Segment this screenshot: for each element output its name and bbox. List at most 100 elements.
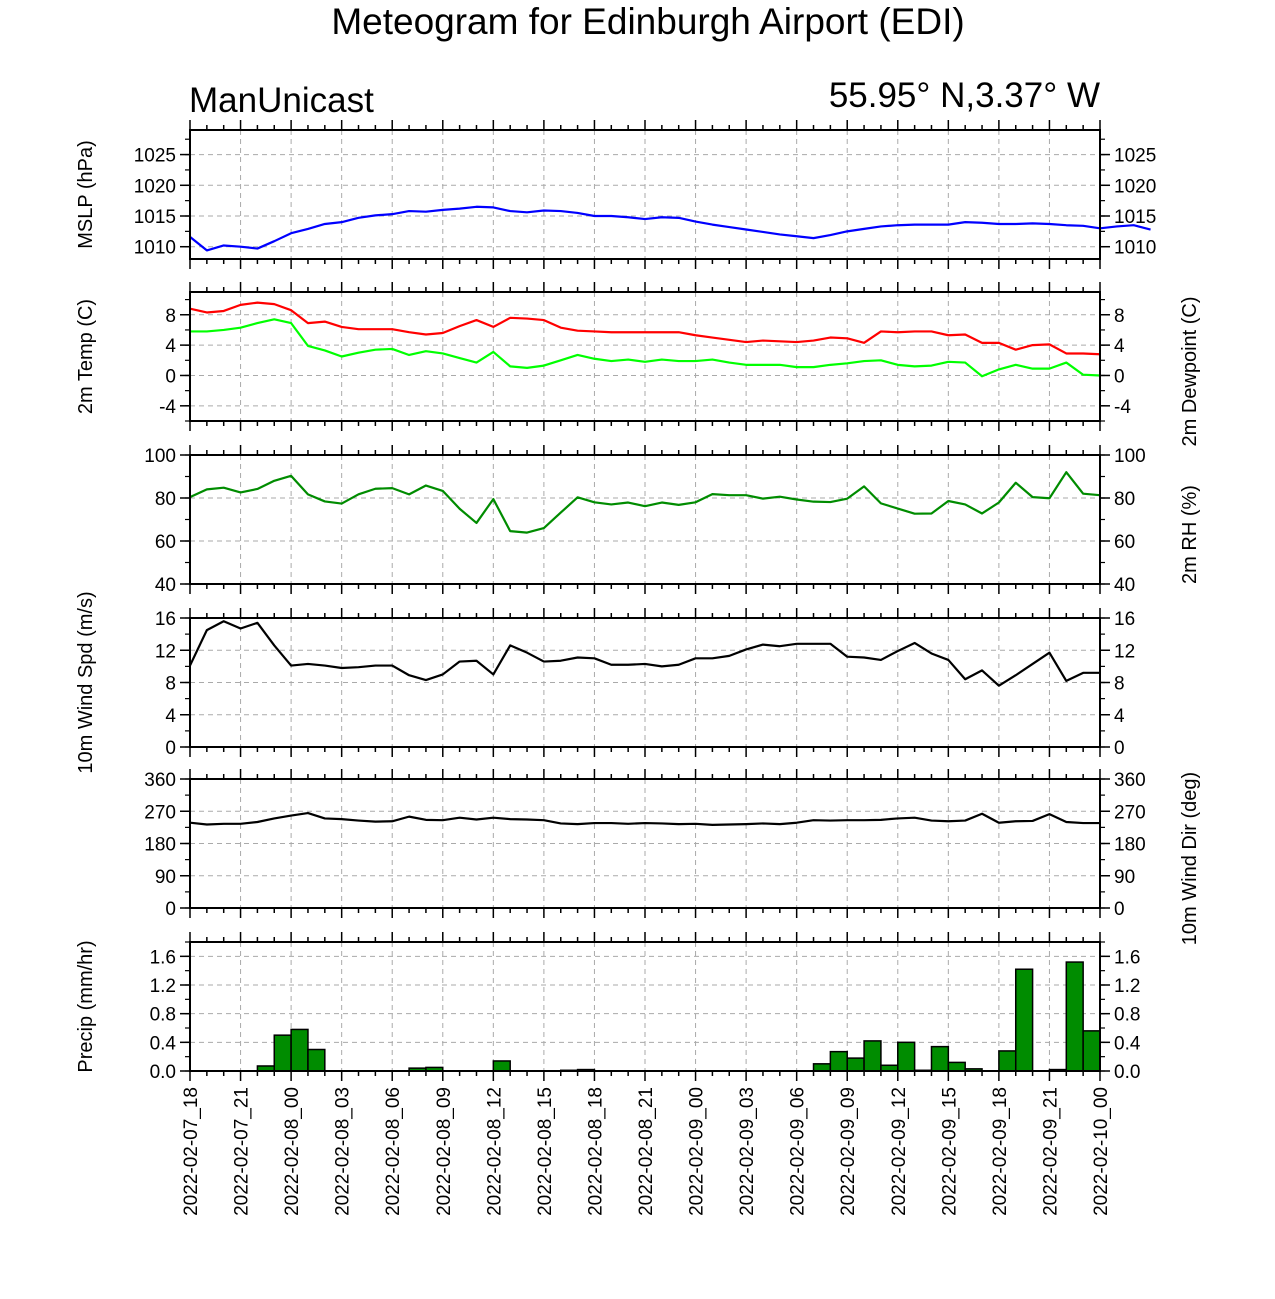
precip-bar	[1082, 1030, 1101, 1072]
temp-dewpoint-right-ytick-label: 4	[1114, 336, 1125, 357]
time-tick-label: 2022-02-07_18	[181, 1087, 202, 1216]
precip-bar	[1014, 968, 1034, 1072]
mslp-right-ytick-label: 1025	[1114, 146, 1156, 167]
precip-bar	[1065, 961, 1084, 1072]
wind-direction-left-ytick-label: 360	[144, 770, 176, 791]
mslp-left-axis-title: MSLP (hPa)	[75, 140, 97, 249]
wind-direction-right-ytick-label: 270	[1114, 802, 1146, 823]
time-tick-label: 2022-02-09_18	[990, 1087, 1011, 1216]
precip-left-ytick-label: 0.0	[150, 1062, 176, 1083]
rh-right-ytick-label: 80	[1114, 489, 1135, 510]
mslp-right-ytick-label: 1015	[1114, 207, 1156, 228]
precip-bar	[307, 1048, 326, 1072]
wind-speed-left-ytick-label: 12	[155, 641, 176, 662]
time-axis: 2022-02-07_18 2022-02-07_21 2022-02-08_00 2…	[181, 1087, 1112, 1216]
precip-right-ytick-label: 1.2	[1114, 976, 1140, 997]
wind-speed-right-ytick-label: 8	[1114, 674, 1125, 695]
temp-dewpoint-left-ytick-label: -4	[159, 397, 176, 418]
rh-series-line-rh	[189, 471, 1101, 534]
time-tick-label: 2022-02-10_00	[1091, 1087, 1112, 1216]
panels: 1010 1010 1015 1015 1020 1020 1025 1025 MSLP (hP…	[75, 120, 1201, 1083]
wind-speed-right-ytick-label: 4	[1114, 706, 1125, 727]
precip-left-ytick-label: 0.8	[150, 1005, 176, 1026]
time-tick-label: 2022-02-09_15	[939, 1087, 960, 1216]
temp-dewpoint-panel: -4 -4 0 0 4 4 8 8 2m Temp (C) 2m Dewpoint (C)	[75, 282, 1201, 447]
wind-direction-left-ytick-label: 270	[144, 802, 176, 823]
rh-right-ytick-label: 60	[1114, 532, 1135, 553]
wind-direction-left-ytick-label: 90	[155, 867, 176, 888]
wind-direction-panel: 0 0 90 90 180 180 270 270 360 360 10m Wind Dir (de…	[144, 769, 1201, 945]
wind-direction-right-ytick-label: 90	[1114, 867, 1135, 888]
time-tick-label: 2022-02-09_09	[838, 1087, 859, 1216]
time-tick-label: 2022-02-08_09	[434, 1087, 455, 1216]
mslp-left-ytick-label: 1020	[134, 176, 176, 197]
precip-right-ytick-label: 0.8	[1114, 1005, 1140, 1026]
model-label: ManUnicast	[189, 81, 374, 120]
temp-dewpoint-series-line-dewpoint	[190, 318, 1101, 378]
mslp-left-ytick-label: 1015	[134, 207, 176, 228]
precip-left-axis-title: Precip (mm/hr)	[75, 940, 97, 1072]
wind-speed-right-ytick-label: 16	[1114, 609, 1135, 630]
temp-dewpoint-left-axis-title: 2m Temp (C)	[75, 299, 97, 414]
precip-bar	[863, 1040, 882, 1072]
mslp-left-ytick-label: 1025	[134, 146, 176, 167]
wind-speed-left-ytick-label: 0	[165, 738, 176, 759]
wind-speed-left-ytick-label: 4	[165, 706, 176, 727]
rh-left-ytick-label: 40	[155, 575, 176, 596]
time-tick-label: 2022-02-09_21	[1040, 1087, 1061, 1216]
wind-speed-series-line-wind	[189, 620, 1100, 687]
time-tick-label: 2022-02-08_00	[282, 1087, 303, 1216]
rh-left-ytick-label: 60	[155, 532, 176, 553]
time-tick-label: 2022-02-09_06	[788, 1087, 809, 1216]
wind-direction-right-ytick-label: 180	[1114, 835, 1146, 856]
precip-panel: 0.0 0.0 0.4 0.4 0.8 0.8 1.2 1.2 1.6 1.6 Precip (mm…	[75, 932, 1141, 1083]
rh-left-ytick-label: 80	[155, 489, 176, 510]
precip-bar	[930, 1045, 950, 1072]
precip-bar	[829, 1050, 848, 1072]
time-tick-label: 2022-02-08_21	[636, 1087, 657, 1216]
rh-left-ytick-label: 100	[144, 446, 176, 467]
mslp-panel: 1010 1010 1015 1015 1020 1020 1025 1025 MSLP (hP…	[75, 120, 1156, 269]
temp-dewpoint-right-ytick-label: -4	[1114, 397, 1131, 418]
rh-panel: 40 40 60 60 80 80 100 100 2m RH (%)	[144, 445, 1201, 596]
temp-dewpoint-left-ytick-label: 4	[165, 336, 176, 357]
precip-left-ytick-label: 1.6	[150, 947, 176, 968]
time-tick-label: 2022-02-08_12	[484, 1087, 505, 1216]
time-tick-label: 2022-02-08_06	[383, 1087, 404, 1216]
temp-dewpoint-series-line-temp	[189, 301, 1101, 356]
temp-dewpoint-left-ytick-label: 0	[165, 366, 176, 387]
mslp-left-ytick-label: 1010	[134, 238, 176, 259]
rh-right-ytick-label: 100	[1114, 446, 1146, 467]
time-tick-label: 2022-02-09_00	[687, 1087, 708, 1216]
precip-bar	[998, 1050, 1017, 1072]
wind-direction-right-ytick-label: 0	[1114, 899, 1125, 920]
wind-speed-left-axis-title: 10m Wind Spd (m/s)	[75, 591, 97, 773]
time-tick-label: 2022-02-08_03	[333, 1087, 354, 1216]
wind-speed-right-ytick-label: 0	[1114, 738, 1125, 759]
time-tick-label: 2022-02-09_03	[737, 1087, 758, 1216]
time-tick-label: 2022-02-07_21	[232, 1087, 253, 1216]
temp-dewpoint-left-ytick-label: 8	[165, 306, 176, 327]
temp-dewpoint-right-axis-title: 2m Dewpoint (C)	[1179, 296, 1201, 446]
wind-direction-left-ytick-label: 0	[165, 899, 176, 920]
precip-bar	[290, 1028, 309, 1072]
time-tick-label: 2022-02-08_15	[535, 1087, 556, 1216]
precip-bar	[812, 1063, 832, 1072]
temp-dewpoint-right-ytick-label: 0	[1114, 366, 1125, 387]
wind-direction-right-axis-title: 10m Wind Dir (deg)	[1179, 772, 1201, 945]
mslp-right-ytick-label: 1010	[1114, 238, 1156, 259]
precip-bar	[273, 1034, 292, 1072]
precip-right-ytick-label: 1.6	[1114, 947, 1140, 968]
mslp-series-line-mslp	[189, 205, 1151, 252]
mslp-right-ytick-label: 1020	[1114, 176, 1156, 197]
temp-dewpoint-right-ytick-label: 8	[1114, 306, 1125, 327]
precip-bar	[897, 1041, 916, 1072]
wind-speed-panel: 0 0 4 4 8 8 12 12 16 16 10m Wind Spd (m/s)	[75, 591, 1135, 773]
rh-right-ytick-label: 40	[1114, 575, 1135, 596]
precip-bar	[846, 1057, 865, 1072]
time-tick-label: 2022-02-08_18	[585, 1087, 606, 1216]
precip-left-ytick-label: 1.2	[150, 976, 176, 997]
precip-left-ytick-label: 0.4	[150, 1033, 177, 1054]
wind-direction-left-ytick-label: 180	[144, 835, 176, 856]
